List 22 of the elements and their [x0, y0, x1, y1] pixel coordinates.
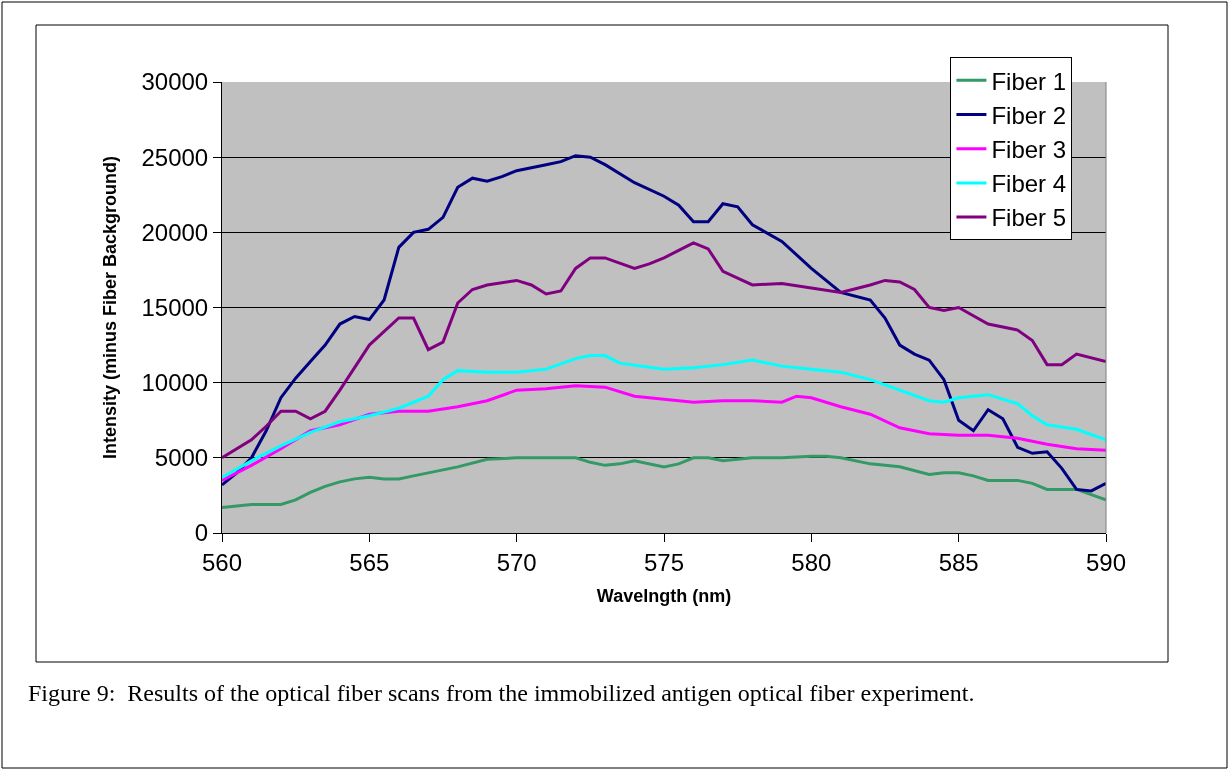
- x-axis-title: Wavelngth (nm): [596, 585, 732, 606]
- x-tick-label: 575: [643, 548, 685, 576]
- legend-label: Fiber 3: [991, 136, 1067, 164]
- x-tick-label: 560: [201, 548, 243, 576]
- y-tick-label: 5000: [154, 444, 209, 472]
- x-tick-label: 570: [496, 548, 537, 576]
- y-tick-label: 20000: [141, 218, 209, 246]
- y-tick-label: 15000: [141, 293, 209, 321]
- legend-label: Fiber 4: [991, 170, 1067, 198]
- y-tick-label: 10000: [141, 369, 209, 397]
- legend-label: Fiber 2: [991, 101, 1067, 129]
- x-tick-label: 565: [349, 548, 390, 576]
- x-tick-label: 580: [791, 548, 832, 576]
- y-axis-title: Intensity (minus Fiber Background): [99, 155, 120, 460]
- y-tick-label: 0: [194, 519, 209, 547]
- x-tick-label: 590: [1085, 548, 1127, 576]
- legend-label: Fiber 5: [991, 204, 1067, 232]
- caption: Figure 9: Results of the optical fiber scans from the immobilized antigen optical fiber experiment.: [28, 680, 975, 706]
- x-tick-label: 585: [938, 548, 979, 576]
- legend-label: Fiber 1: [991, 67, 1067, 95]
- y-tick-label: 30000: [141, 68, 209, 96]
- y-tick-label: 25000: [141, 143, 209, 171]
